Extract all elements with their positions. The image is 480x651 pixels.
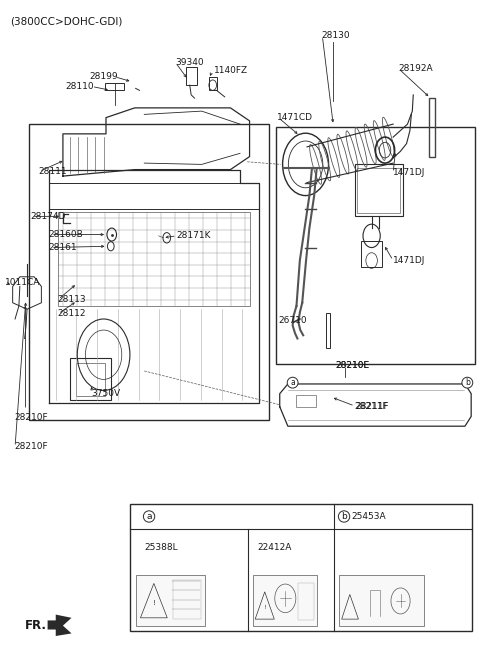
Bar — [360, 241, 382, 267]
Text: 28111: 28111 — [38, 167, 67, 176]
Bar — [130, 504, 472, 631]
Text: 1471CD: 1471CD — [277, 113, 313, 122]
Bar — [58, 212, 250, 306]
Text: 3750V: 3750V — [92, 389, 121, 398]
Bar — [76, 363, 105, 396]
Text: 1011CA: 1011CA — [4, 278, 40, 287]
Text: 28174D: 28174D — [30, 212, 66, 221]
Text: 25388L: 25388L — [144, 542, 178, 551]
Text: b: b — [465, 378, 470, 387]
Text: (3800CC>DOHC-GDI): (3800CC>DOHC-GDI) — [10, 16, 123, 27]
Text: a: a — [146, 512, 152, 521]
Text: 28211F: 28211F — [354, 402, 387, 411]
Bar — [276, 128, 475, 365]
Text: 28160B: 28160B — [48, 230, 84, 239]
Text: 1140FZ: 1140FZ — [214, 66, 248, 76]
Text: 28211F: 28211F — [356, 402, 389, 411]
Text: 26710: 26710 — [278, 316, 307, 325]
Text: 1471DJ: 1471DJ — [393, 256, 426, 265]
Bar — [326, 312, 330, 348]
Text: 1471DJ: 1471DJ — [393, 169, 426, 177]
Bar — [429, 98, 435, 157]
Bar — [70, 358, 111, 400]
Bar — [339, 575, 424, 626]
Bar — [298, 583, 313, 620]
Text: 39340: 39340 — [175, 58, 204, 67]
Bar — [355, 165, 403, 216]
Bar — [105, 83, 124, 90]
Bar — [136, 575, 205, 626]
Text: FR.: FR. — [24, 619, 47, 632]
Text: 28171K: 28171K — [177, 231, 211, 240]
Bar — [297, 395, 316, 407]
Text: 28130: 28130 — [322, 31, 350, 40]
Bar — [253, 575, 317, 626]
Text: a: a — [290, 378, 295, 387]
Polygon shape — [48, 615, 72, 636]
Bar — [357, 168, 400, 213]
Text: 28210E: 28210E — [336, 361, 370, 370]
Text: 22412A: 22412A — [258, 542, 292, 551]
Text: !: ! — [153, 600, 156, 606]
Text: 28210F: 28210F — [14, 443, 48, 452]
Text: 28112: 28112 — [57, 309, 85, 318]
Text: 28192A: 28192A — [398, 64, 432, 74]
Text: 28110: 28110 — [65, 82, 94, 91]
Text: 28199: 28199 — [89, 72, 118, 81]
Bar — [209, 77, 216, 90]
Text: 28113: 28113 — [57, 295, 86, 304]
Text: 28161: 28161 — [48, 243, 77, 252]
Text: !: ! — [264, 605, 266, 610]
Text: 25453A: 25453A — [352, 512, 386, 521]
Text: 28210F: 28210F — [14, 413, 48, 422]
Text: 28210E: 28210E — [336, 361, 370, 370]
Bar — [186, 67, 197, 85]
Text: b: b — [341, 512, 347, 521]
Bar — [173, 580, 201, 619]
Bar — [29, 124, 269, 420]
